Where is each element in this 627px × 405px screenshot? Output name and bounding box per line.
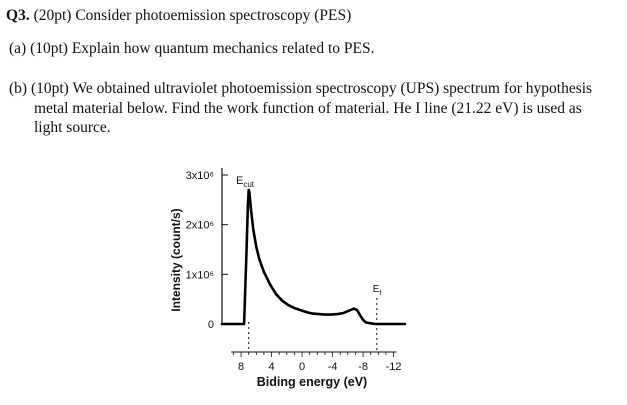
part-b-text-1: We obtained ultraviolet photoemission sp… <box>72 80 593 97</box>
part-b-line-1: (b) (10pt) We obtained ultraviolet photo… <box>9 79 609 99</box>
part-b-line-3: light source. <box>34 119 111 136</box>
fermi-label: Ef <box>373 284 382 297</box>
y-tick-label-3: 3x10⁶ <box>186 170 214 182</box>
x-tick-label-5: -12 <box>386 361 402 373</box>
chart-axes <box>221 168 223 324</box>
spectrum-line <box>220 188 407 326</box>
y-ticks: 0 1x10⁶ 2x10⁶ 3x10⁶ <box>186 170 228 331</box>
part-a-label: (a) <box>9 40 27 57</box>
question-points: (20pt) <box>33 7 72 24</box>
part-a-points: (10pt) <box>30 40 68 57</box>
question-title: Q3. (20pt) Consider photoemission spectr… <box>6 6 351 26</box>
fermi-label-sub: f <box>379 290 381 297</box>
x-tick-label-0: 8 <box>238 361 244 373</box>
x-ticks: 8 4 0 -4 -8 -12 <box>231 351 402 373</box>
x-tick-label-1: 4 <box>269 361 275 373</box>
x-axis-label: Biding energy (eV) <box>257 375 367 389</box>
y-tick-label-1: 1x10⁶ <box>186 269 214 281</box>
y-axis-label: Intensity (count/s) <box>169 208 183 311</box>
question-text: Consider photoemission spectroscopy (PES… <box>75 7 352 24</box>
y-tick-label-2: 2x10⁶ <box>186 220 214 232</box>
fermi-label-main: E <box>373 284 380 295</box>
cutoff-label: Ecut <box>236 175 255 189</box>
part-b-line-2: metal material below. Find the work func… <box>34 99 582 117</box>
x-tick-label-4: -8 <box>358 361 368 373</box>
part-a-text: Explain how quantum mechanics related to… <box>71 40 375 57</box>
x-tick-label-2: 0 <box>299 361 305 373</box>
part-a: (a) (10pt) Explain how quantum mechanics… <box>9 39 374 59</box>
x-tick-label-3: -4 <box>328 361 338 373</box>
y-tick-label-0: 0 <box>208 319 214 331</box>
cutoff-label-sub: cut <box>243 180 254 189</box>
part-b-points: (10pt) <box>30 80 69 97</box>
cutoff-label-main: E <box>236 175 243 187</box>
part-b-label: (b) <box>9 80 28 97</box>
question-number: Q3. <box>6 7 30 24</box>
part-b: (b) (10pt) We obtained ultraviolet photo… <box>9 79 609 138</box>
